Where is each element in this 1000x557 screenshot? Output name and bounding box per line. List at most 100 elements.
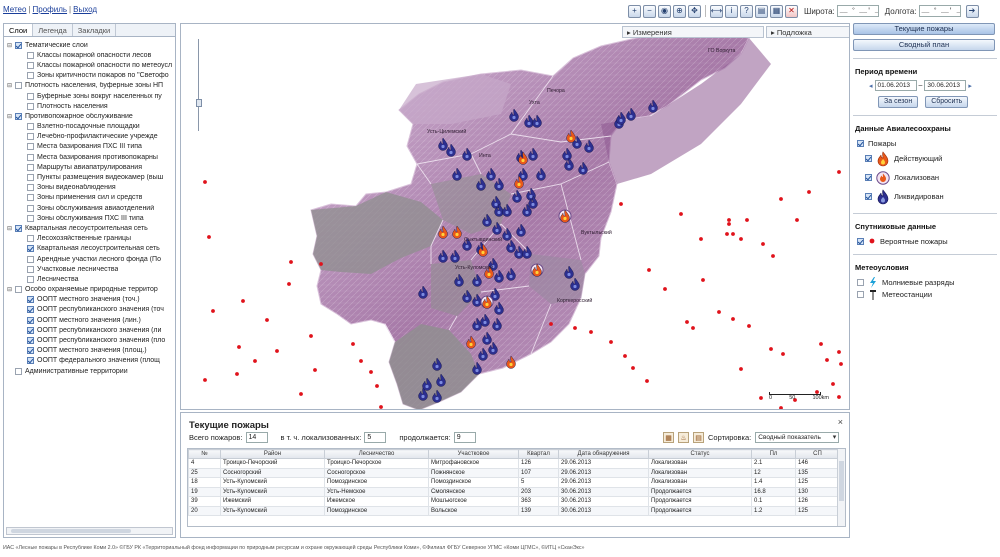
table-vertical-scrollbar[interactable] <box>837 449 845 526</box>
layer-item[interactable]: Зоны видеонаблюдения <box>6 183 175 193</box>
table-row[interactable]: 18 Усть-Куломский Помоздинское Помоздинское… <box>188 477 840 488</box>
column-header[interactable]: СП <box>795 449 840 459</box>
column-header[interactable]: Дата обнаружения <box>558 449 649 459</box>
underlay-dropdown[interactable]: ▸ Подложка <box>766 26 849 38</box>
layer-item[interactable]: Зоны обслуживания ПХС III типа <box>6 213 175 223</box>
zoom-box-icon[interactable]: ⊕ <box>673 4 686 18</box>
measure-dropdown[interactable]: ▸ Измерения <box>622 26 764 38</box>
table-row[interactable]: 4 Троицко-Печорский Троицко-Печорское Митро… <box>188 458 840 469</box>
table-row[interactable]: 39 Ижемский Ижемское Мошъюгское 363 30.06.201… <box>188 496 840 507</box>
layer-item[interactable]: Зоны критичности пожаров по "Светофо <box>6 71 175 81</box>
layer-checkbox[interactable] <box>27 357 34 365</box>
map-canvas[interactable]: ГО Воркута Усть-Цилемский Вуктыльский Сыкты… <box>181 24 850 410</box>
column-header[interactable]: Пл <box>751 449 796 459</box>
layer-item[interactable]: Лесохозяйственные границы <box>6 234 175 244</box>
layer-item[interactable]: Лесничества <box>6 274 175 284</box>
layer-item[interactable]: ⊟ Тематические слои <box>6 40 175 50</box>
tab-legend[interactable]: Легенда <box>33 24 73 36</box>
profile-link[interactable]: Профиль <box>32 5 68 14</box>
full-extent-icon[interactable]: ◉ <box>658 4 671 18</box>
layer-item[interactable]: ⊟ Квартальная лесоустроительная сеть <box>6 223 175 233</box>
layer-item[interactable]: ООПТ республиканского значения (ли <box>6 325 175 335</box>
layer-checkbox[interactable] <box>27 296 34 304</box>
summary-plan-button[interactable]: Сводный план <box>853 39 995 51</box>
layer-item[interactable]: ⊟ Плотность населения, буферные зоны НП <box>6 81 175 91</box>
layer-checkbox[interactable] <box>27 214 34 222</box>
layer-checkbox[interactable] <box>15 286 22 294</box>
layer-item[interactable]: Зоны применения сил и средств <box>6 193 175 203</box>
column-header[interactable]: Участковое <box>428 449 519 459</box>
layer-item[interactable]: Лечебно-профилактические учрежде <box>6 132 175 142</box>
liquidated-fires-toggle[interactable]: Ликвидирован <box>853 187 997 206</box>
layer-checkbox[interactable] <box>15 41 22 49</box>
layer-item[interactable]: ООПТ местного значения (лин.) <box>6 315 175 325</box>
layer-item[interactable]: Зоны обслуживания авиаотделений <box>6 203 175 213</box>
tab-layers[interactable]: Слои <box>4 24 34 36</box>
table-row[interactable]: 25 Сосногорский Сосногорское Пожнянское 107 2… <box>188 467 840 478</box>
column-header[interactable]: № <box>188 449 221 459</box>
clear-icon[interactable]: ✕ <box>785 4 798 18</box>
lightning-toggle[interactable]: Молниевые разряды <box>853 276 997 288</box>
active-fires-checkbox[interactable] <box>865 155 872 162</box>
layer-item[interactable]: Квартальная лесоустроительная сеть <box>6 244 175 254</box>
expand-toggle-icon[interactable]: ⊟ <box>6 287 13 294</box>
layer-item[interactable]: ООПТ республиканского значения (точ <box>6 305 175 315</box>
layer-checkbox[interactable] <box>15 224 22 232</box>
layer-item[interactable]: ООПТ местного значения (точ.) <box>6 295 175 305</box>
expand-toggle-icon[interactable]: ⊟ <box>6 113 13 120</box>
layer-item[interactable]: ООПТ федерального значения (площ <box>6 356 175 366</box>
help-icon[interactable]: ? <box>740 4 753 18</box>
liquidated-fires-checkbox[interactable] <box>865 193 872 200</box>
localized-fires-checkbox[interactable] <box>865 174 872 181</box>
layer-checkbox[interactable] <box>27 245 34 253</box>
layer-item[interactable]: Места базирования противопожарны <box>6 152 175 162</box>
layer-item[interactable]: Классы пожарной опасности по метеоусл <box>6 60 175 70</box>
layer-checkbox[interactable] <box>27 255 34 263</box>
layer-item[interactable]: Плотность населения <box>6 101 175 111</box>
current-fires-button[interactable]: Текущие пожары <box>853 23 995 35</box>
layer-checkbox[interactable] <box>27 275 34 283</box>
localized-fires-toggle[interactable]: Локализован <box>853 168 997 187</box>
measure-icon[interactable]: ⟷ <box>710 4 723 18</box>
table-row[interactable]: 19 Усть-Куломский Усть-Немское Смолянское 20… <box>188 486 840 497</box>
layer-item[interactable]: Арендные участки лесного фонда (По <box>6 254 175 264</box>
sort-select[interactable]: Сводный показатель <box>755 432 840 443</box>
layer-checkbox[interactable] <box>27 123 34 131</box>
zoom-slider-knob[interactable] <box>196 99 202 107</box>
layer-checkbox[interactable] <box>27 194 34 202</box>
probable-fires-checkbox[interactable] <box>857 237 864 245</box>
tab-bookmarks[interactable]: Закладки <box>73 24 117 36</box>
reset-button[interactable]: Сбросить <box>925 96 969 108</box>
table-row[interactable]: 20 Усть-Куломский Помоздинское Вольское 139 3… <box>188 505 840 516</box>
prev-period-icon[interactable]: ◂ <box>869 82 873 90</box>
column-header[interactable]: Район <box>220 449 325 459</box>
expand-toggle-icon[interactable]: ⊟ <box>6 83 13 90</box>
layer-checkbox[interactable] <box>15 367 22 375</box>
layer-checkbox[interactable] <box>27 316 34 324</box>
season-button[interactable]: За сезон <box>878 96 919 108</box>
layer-item[interactable]: ⊟ Противопожарное обслуживание <box>6 111 175 121</box>
go-to-coordinates-icon[interactable]: ➔ <box>965 4 979 18</box>
layer-checkbox[interactable] <box>15 112 22 120</box>
layer-checkbox[interactable] <box>27 102 34 110</box>
pan-icon[interactable]: ✥ <box>688 4 701 18</box>
layer-checkbox[interactable] <box>27 72 34 80</box>
layers-horizontal-scrollbar[interactable] <box>6 527 173 535</box>
layer-checkbox[interactable] <box>27 306 34 314</box>
export-icon[interactable]: ▦ <box>770 4 783 18</box>
layer-checkbox[interactable] <box>27 92 34 100</box>
layer-item[interactable]: Маршруты авиапатрулирования <box>6 162 175 172</box>
layer-checkbox[interactable] <box>27 265 34 273</box>
layer-checkbox[interactable] <box>27 174 34 182</box>
next-period-icon[interactable]: ▸ <box>968 82 972 90</box>
layer-item[interactable]: ⊟ Особо охраняемые природные территор <box>6 285 175 295</box>
fires-checkbox[interactable] <box>857 139 864 147</box>
layer-item[interactable]: Пункты размещения видеокамер (выш <box>6 172 175 182</box>
layer-item[interactable]: Административные территории <box>6 366 175 376</box>
map-view[interactable]: ГО Воркута Усть-Цилемский Вуктыльский Сыкты… <box>180 23 850 410</box>
layer-checkbox[interactable] <box>27 143 34 151</box>
layer-checkbox[interactable] <box>27 163 34 171</box>
meteo-stations-toggle[interactable]: Метеостанции <box>853 288 997 300</box>
info-icon[interactable]: i <box>725 4 738 18</box>
layer-checkbox[interactable] <box>27 61 34 69</box>
